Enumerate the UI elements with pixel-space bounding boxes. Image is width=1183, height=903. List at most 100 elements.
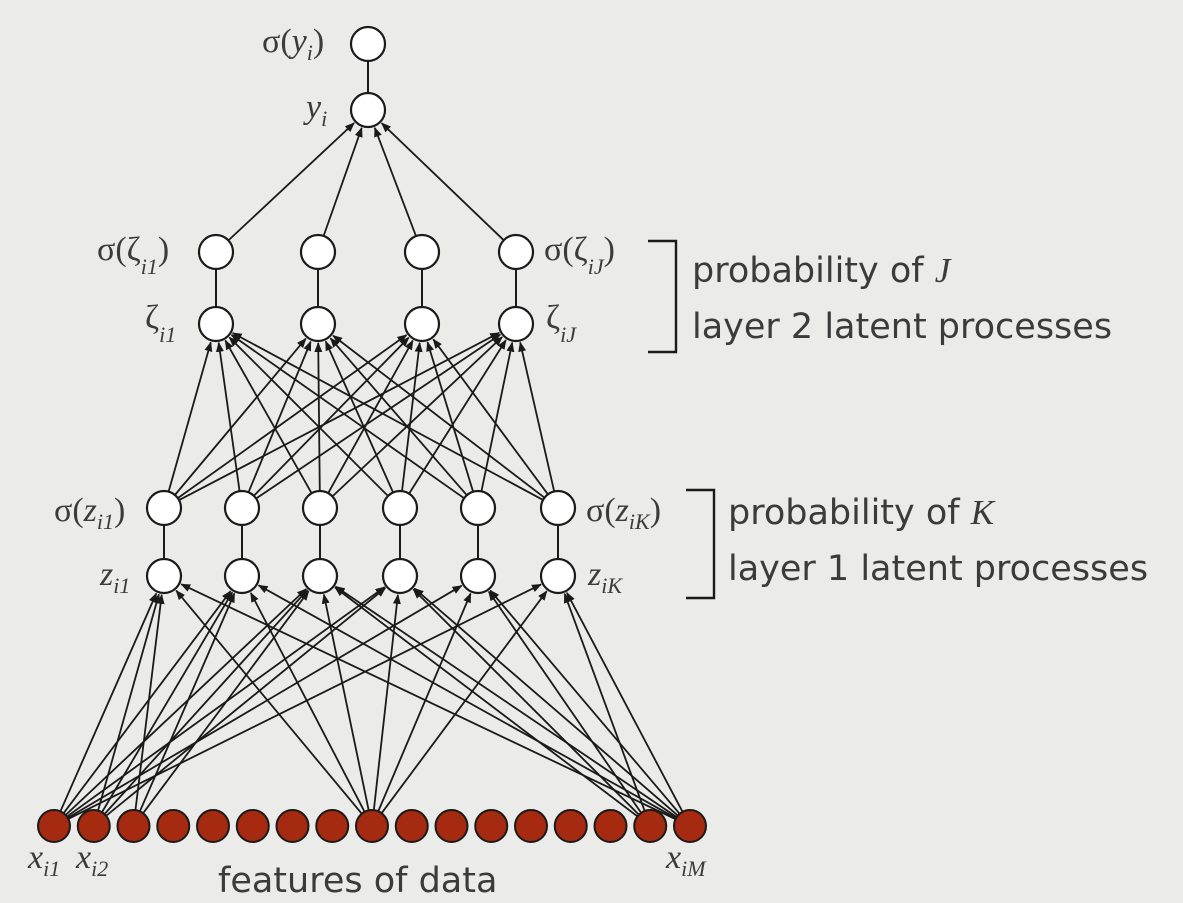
edge-z4-to-zeta4 <box>408 339 507 495</box>
layer2-last-value-label: ζiJ <box>546 299 577 347</box>
output-sigma-label: σ(yi) <box>262 23 324 65</box>
layer2-node <box>403 305 441 343</box>
edge-feature-17-to-z6 <box>566 591 685 815</box>
edge-z6-to-zeta1 <box>231 332 544 501</box>
edge-feature-16-to-z5 <box>488 590 644 816</box>
feature-node <box>553 809 588 843</box>
feature-node <box>434 809 469 843</box>
output-value-label: yi <box>303 89 327 131</box>
edge-z4-to-zeta2 <box>324 340 394 493</box>
edge-feature-3-to-z1 <box>134 593 165 813</box>
layer2-caption-line2: layer 2 latent processes <box>692 307 1112 347</box>
edge-z3-to-zeta1 <box>224 339 313 494</box>
layer1-first-value-label: zi1 <box>99 556 130 598</box>
edge-feature-17-to-z3 <box>334 585 679 819</box>
layer1-sigma-node <box>539 489 577 527</box>
edge-feature-9-to-z4 <box>372 593 401 813</box>
feature-node <box>76 809 111 843</box>
feature-node <box>593 809 628 843</box>
feature-node <box>275 809 310 843</box>
edge-feature-3-to-z2 <box>138 592 236 814</box>
feature-node <box>355 809 389 843</box>
edge-feature-2-to-z1 <box>96 593 161 813</box>
edge-z6-to-zeta3 <box>432 338 549 495</box>
layer2-caption-line1: probability of J <box>692 251 952 291</box>
edge-z6-to-zeta2 <box>332 334 546 499</box>
layer1-first-sigma-label: σ(zi1) <box>54 492 125 534</box>
edge-z2-to-zeta1 <box>215 341 241 492</box>
edge-feature-17-to-z4 <box>413 587 680 818</box>
edge-z2-to-zeta3 <box>253 336 410 497</box>
edge-z5-to-zeta4 <box>480 341 515 492</box>
edge-feature-2-to-z2 <box>100 591 234 815</box>
layer1-node <box>145 557 183 595</box>
edge-feature-1-to-z1 <box>58 592 158 814</box>
layer1-last-sigma-label: σ(ziK) <box>586 492 661 534</box>
layer1-node <box>223 557 261 595</box>
layer1-sigma-node <box>301 489 339 527</box>
edge-feature-9-to-z3 <box>321 593 370 813</box>
feature-node <box>514 809 548 843</box>
feature-node <box>315 809 350 843</box>
layer1-node <box>539 557 577 595</box>
layer2-sigma-node <box>497 233 535 271</box>
edge-feature-9-to-z1 <box>175 589 364 816</box>
feature-node <box>474 809 509 843</box>
edge-feature-1-to-z2 <box>61 590 232 816</box>
layer1-sigma-node <box>381 489 419 527</box>
layer1-sigma-node <box>459 489 497 527</box>
edge-z2-to-zeta4 <box>255 333 502 500</box>
edge-z6-to-zeta4 <box>518 341 556 492</box>
layer2-node <box>299 305 337 343</box>
edge-z2-to-zeta2 <box>247 340 312 493</box>
layer1-bracket <box>686 488 716 600</box>
layer1-sigma-node <box>223 489 261 527</box>
layer2-node <box>197 305 235 343</box>
edge-feature-3-to-z3 <box>141 590 310 816</box>
output-node <box>349 91 387 129</box>
edge-feature-17-to-z2 <box>257 584 679 820</box>
edge-z3-to-zeta3 <box>327 339 414 494</box>
layer1-node <box>381 557 419 595</box>
feature-node <box>235 809 270 843</box>
layer2-node <box>497 305 535 343</box>
feature-label-last: xiM <box>665 839 707 881</box>
edge-z1-to-zeta4 <box>178 332 501 501</box>
layer2-sigma-node <box>197 233 235 271</box>
edge-feature-1-to-z3 <box>63 588 307 818</box>
edge-zeta4-to-y <box>380 122 505 241</box>
feature-node <box>394 809 429 843</box>
feature-label-first: xi1 <box>27 839 60 881</box>
features-caption: features of data <box>218 861 497 901</box>
layer1-node <box>459 557 497 595</box>
feature-node <box>156 809 191 843</box>
edge-feature-1-to-z6 <box>66 583 542 821</box>
edge-z5-to-zeta1 <box>230 334 465 499</box>
edge-z4-to-zeta1 <box>228 336 389 497</box>
layer1-caption-line1: probability of K <box>728 493 996 533</box>
layer2-first-sigma-label: σ(ζi1) <box>97 231 169 279</box>
edge-zeta3-to-y <box>373 126 417 237</box>
layer1-sigma-node <box>145 489 183 527</box>
edge-z1-to-zeta2 <box>174 337 307 496</box>
edge-zeta1-to-y <box>227 122 355 242</box>
edge-z3-to-zeta2 <box>314 342 323 492</box>
edge-feature-1-to-z5 <box>65 584 463 820</box>
connection-edges <box>58 122 685 821</box>
layer1-node <box>301 557 339 595</box>
feature-node <box>673 809 707 843</box>
output-sigma-node <box>349 25 387 63</box>
layer2-sigma-node <box>299 233 337 271</box>
edge-feature-9-to-z6 <box>379 590 548 816</box>
edge-z4-to-zeta3 <box>401 341 423 492</box>
network-nodes <box>37 25 707 843</box>
edge-z5-to-zeta3 <box>426 341 474 492</box>
layer2-sigma-node <box>403 233 441 271</box>
edge-z5-to-zeta2 <box>329 337 468 496</box>
edge-feature-9-to-z2 <box>250 592 367 815</box>
edge-zeta2-to-y <box>322 126 363 237</box>
feature-node <box>633 809 668 843</box>
edge-feature-2-to-z4 <box>104 587 387 818</box>
edge-feature-17-to-z1 <box>180 583 678 821</box>
